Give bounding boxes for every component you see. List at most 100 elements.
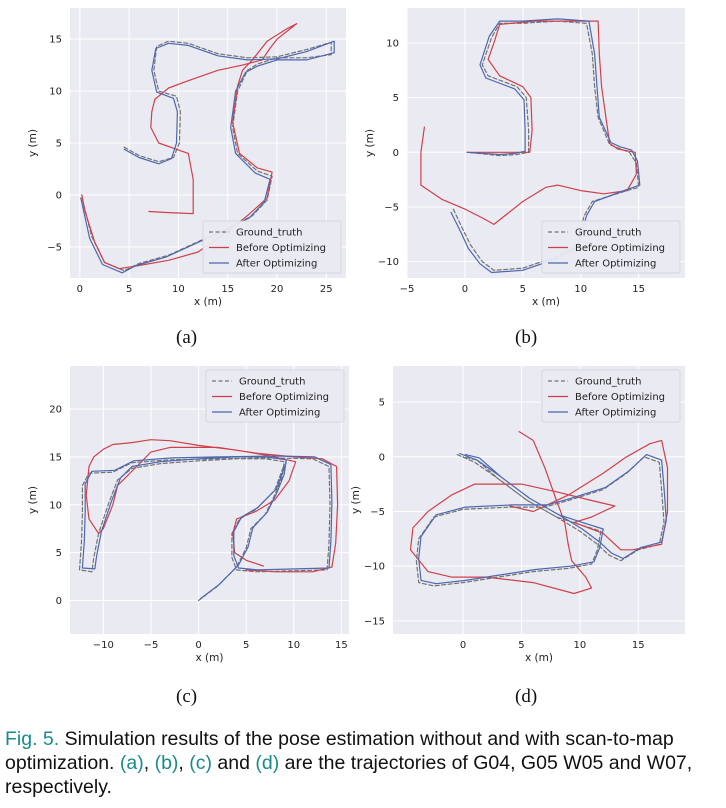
legend-entry: After Optimizing [239,408,320,419]
x-tick-label: 10 [172,284,185,295]
legend-entry: Ground_truth [575,377,641,388]
legend-box [202,220,342,274]
subfigure-label-c: (c) [176,686,198,707]
x-tick-label: 15 [632,284,645,295]
y-axis-label: y (m) [350,486,362,514]
caption-sep-2: , [178,752,190,774]
y-tick-label: 15 [49,35,62,46]
x-tick-label: 10 [574,640,587,651]
legend-entry: After Optimizing [575,259,656,270]
legend-entry: Before Optimizing [236,243,326,254]
legend-box [541,369,681,423]
x-tick-label: 5 [243,640,249,651]
series-line-after-optimizing [450,18,641,274]
caption-ref-d[interactable]: (d) [255,752,280,774]
y-tick-label: 0 [56,596,62,607]
y-tick-label: −15 [364,616,385,627]
x-tick-label: 0 [77,284,83,295]
x-tick-label: −5 [400,284,415,295]
y-tick-label: 15 [49,452,62,463]
y-tick-label: −10 [364,562,385,573]
legend-entry: Before Optimizing [575,392,665,403]
x-tick-label: 10 [287,640,300,651]
legend: Ground_truth Before Optimizing After Optim… [202,220,342,274]
series-line-before-optimizing [420,20,637,225]
legend-entry: Ground_truth [236,228,302,239]
trajectories [78,439,339,602]
y-tick-label: 10 [49,87,62,98]
y-tick-label: −5 [370,507,385,518]
legend: Ground_truth Before Optimizing After Optim… [541,369,681,423]
y-tick-label: 5 [56,139,62,150]
caption-sep-1: , [143,752,155,774]
caption-ref-b[interactable]: (b) [154,752,179,774]
x-axis-label: x (m) [525,652,553,664]
series-line-ground-truth [78,457,331,602]
series-line-after-optimizing [418,452,667,585]
x-tick-label: −10 [93,640,114,651]
x-axis-label: x (m) [196,652,224,664]
caption-prefix: Fig. 5. [5,728,60,750]
series-line-before-optimizing [409,431,669,595]
y-tick-label: 0 [379,452,385,463]
caption-text-2: are the trajectories of G04, G05 W05 and… [5,752,693,798]
subfigure-label-b: (b) [515,327,538,348]
series-line-after-optimizing [80,40,335,274]
x-tick-label: 20 [271,284,284,295]
x-tick-label: 15 [335,640,348,651]
y-tick-label: −5 [384,202,399,213]
series-line-ground-truth [81,40,332,272]
series-line-before-optimizing [81,23,298,270]
legend-entry: Before Optimizing [239,392,329,403]
x-tick-label: 15 [632,640,645,651]
y-tick-label: 20 [49,405,62,416]
trajectories [409,431,669,595]
legend-entry: Before Optimizing [575,243,665,254]
legend-entry: After Optimizing [575,408,656,419]
series-line-before-optimizing [85,439,339,573]
figure-caption: Fig. 5. Simulation results of the pose e… [5,727,721,799]
series-line-ground-truth [452,20,640,271]
subfigure-label-d: (d) [515,686,538,707]
x-axis-label: x (m) [532,296,560,308]
x-tick-label: 5 [520,284,526,295]
x-tick-label: 15 [221,284,234,295]
y-tick-label: 0 [393,148,399,159]
y-tick-label: −10 [378,257,399,268]
caption-ref-a[interactable]: (a) [119,752,144,774]
x-tick-label: 10 [574,284,587,295]
legend: Ground_truth Before Optimizing After Optim… [541,220,681,274]
legend-entry: Ground_truth [239,377,305,388]
y-axis-label: y (m) [27,129,39,157]
x-tick-label: 0 [462,284,468,295]
x-tick-label: 5 [126,284,132,295]
caption-text-1: Simulation results of the pose estimatio… [5,728,674,774]
legend-box [205,369,345,423]
y-tick-label: 5 [56,548,62,559]
legend-box [541,220,681,274]
x-tick-label: 25 [320,284,333,295]
y-axis-label: y (m) [27,486,39,514]
x-tick-label: 5 [518,640,524,651]
y-tick-label: −5 [47,242,62,253]
caption-and: and [212,752,256,774]
x-axis-label: x (m) [194,296,222,308]
legend-entry: After Optimizing [236,259,317,270]
y-tick-label: 10 [49,500,62,511]
y-axis-label: y (m) [364,129,376,157]
subfigure-label-a: (a) [176,327,198,348]
legend-entry: Ground_truth [575,228,641,239]
series-line-after-optimizing [81,455,333,600]
y-tick-label: 0 [56,190,62,201]
x-tick-label: −5 [144,640,159,651]
chart-panel-3: −10 −5 0 5 10 15 0 5 10 15 20 x (m) y (m) Ground_trut… [27,366,349,664]
chart-panel-2: −5 0 5 10 15 −10 −5 0 5 10 x (m) y (m) Ground_truth B… [364,8,685,308]
trajectories [80,23,335,274]
series-line-ground-truth [415,454,665,587]
x-tick-label: 0 [460,640,466,651]
y-tick-label: 10 [386,38,399,49]
caption-ref-c[interactable]: (c) [189,752,213,774]
